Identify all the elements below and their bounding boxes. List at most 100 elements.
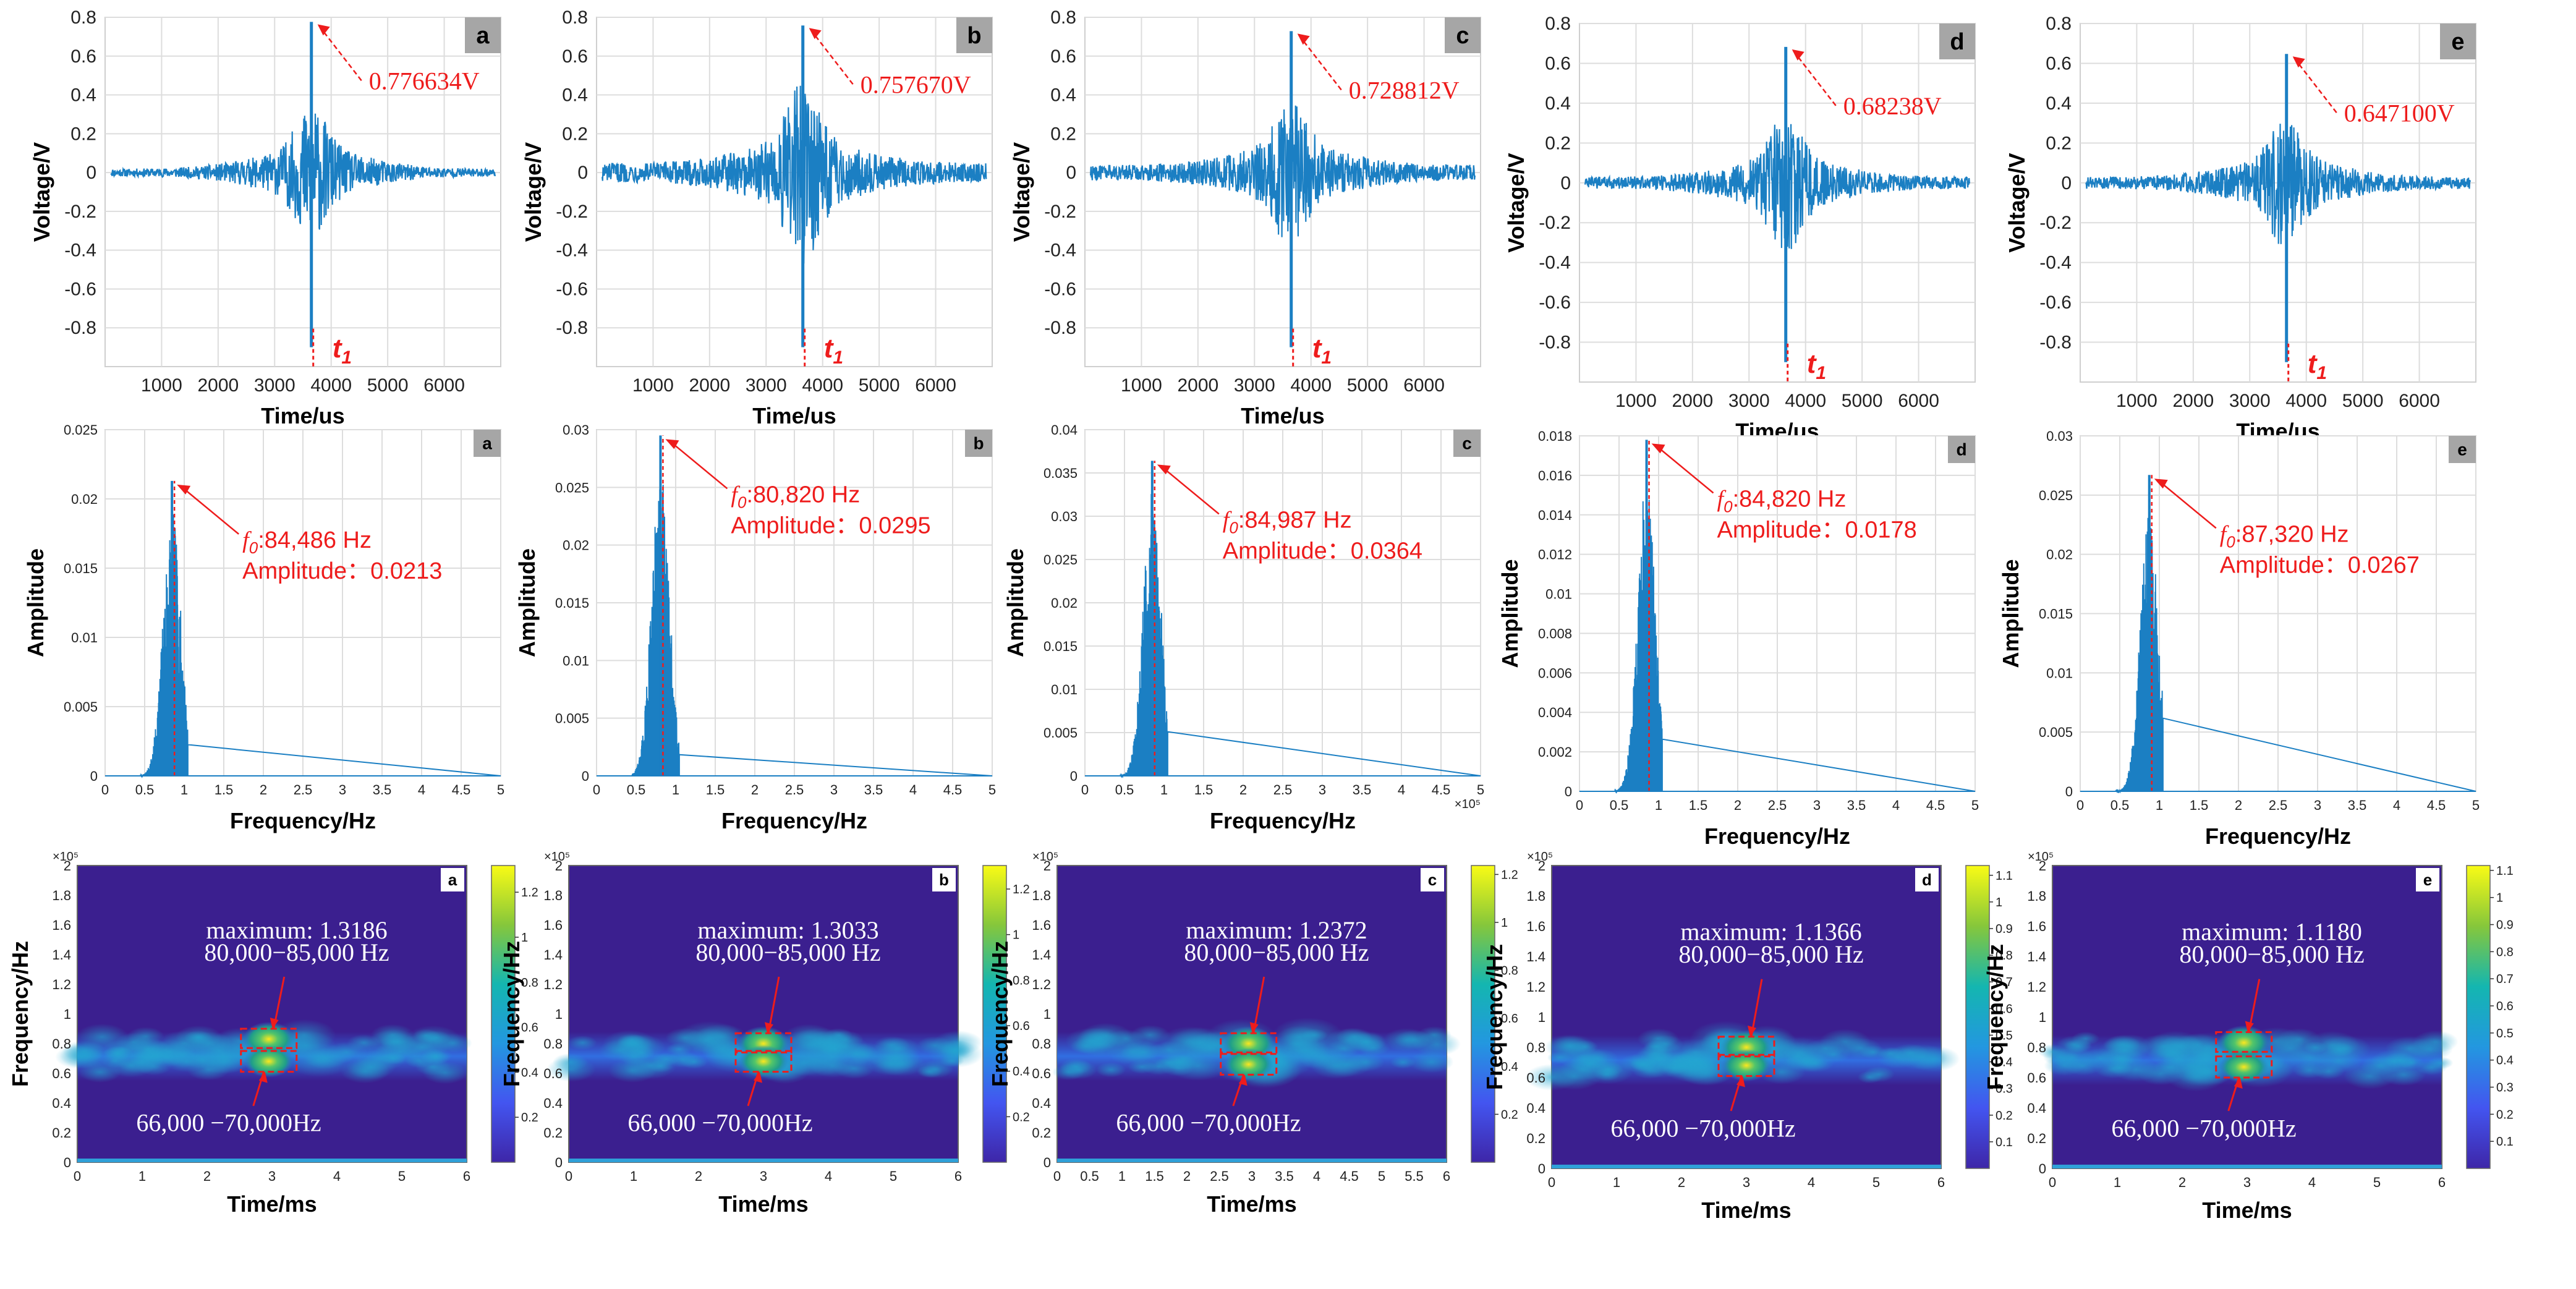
y-tick-label: -0.6	[2039, 292, 2072, 313]
band-blob	[939, 1054, 964, 1067]
colorbar-tick-label: 1.1	[2496, 864, 2514, 878]
x-axis-label: Time/ms	[2202, 1198, 2292, 1223]
x-tick-label: 4	[1808, 1175, 1815, 1190]
y-tick-label: 0.8	[543, 1036, 563, 1052]
peak-arrow	[2293, 57, 2337, 114]
band-arrowhead	[1249, 1022, 1259, 1034]
y-tick-label: 1.6	[543, 917, 563, 933]
spectrum-panel-c: 0 0.5 1 1.5 2 2.5 3 3.5 4 4.5 5 0 0.005 0.01 0.015 0.02…	[1003, 422, 1484, 833]
y-axis-label: Voltage/V	[2004, 153, 2030, 252]
y-axis-label: Voltage/V	[521, 142, 546, 242]
band-blob	[1095, 1062, 1126, 1078]
panel-letter: d	[1922, 870, 1932, 889]
x-tick-label: 4000	[1785, 391, 1826, 411]
peak-arrowhead	[809, 28, 822, 40]
waveform-panel-c: 1000 2000 3000 4000 5000 6000 -0.8 -0.6 -0.4 -0.2…	[1009, 7, 1481, 428]
band-blob	[1052, 1063, 1085, 1081]
x-axis-label: Frequency/Hz	[1704, 823, 1850, 849]
f0-arrow	[670, 441, 728, 490]
spectrogram-area	[1551, 865, 1942, 1169]
y-tick-label: 1	[1044, 1006, 1051, 1022]
x-tick-label: 5	[1971, 798, 1979, 813]
colorbar-tick-label: 1.1	[1996, 869, 2013, 883]
y-tick-label: 0.03	[1051, 509, 1078, 524]
y-tick-label: 0.025	[64, 422, 98, 438]
y-tick-label: -0.6	[556, 279, 588, 299]
x-axis-label: Time/ms	[227, 1191, 317, 1217]
band-blob	[682, 1028, 733, 1053]
y-tick-label: -0.4	[556, 240, 588, 261]
x-tick-label: 2.5	[785, 782, 804, 798]
colorbar-tick-label: 1	[1013, 929, 1019, 942]
peak-value-label: 0.776634V	[369, 67, 480, 95]
x-tick-label: 5	[890, 1168, 897, 1184]
y-tick-label: 0.005	[64, 699, 98, 715]
band-blob	[1390, 1055, 1416, 1069]
x-tick-label: 2.5	[1768, 798, 1787, 813]
hotspot-high-box	[2215, 1031, 2273, 1053]
y-tick-label: 0.6	[2027, 1070, 2046, 1086]
y-tick-label: 0.4	[543, 1095, 563, 1111]
waveform-panel-d: 1000 2000 3000 4000 5000 6000 -0.8 -0.6 -0.4 -0.2…	[1503, 14, 1976, 444]
low-frequency-strip	[77, 1159, 467, 1162]
y-tick-label: 1.4	[52, 947, 71, 963]
y-tick-label: 0.04	[1051, 422, 1078, 438]
colorbar-tick-label: 0.6	[1013, 1019, 1030, 1033]
x-tick-label: 4	[418, 782, 425, 798]
x-tick-label: 6000	[1898, 391, 1939, 411]
x-tick-label: 5	[1378, 1168, 1385, 1184]
y-tick-label: 0.015	[1044, 639, 1078, 654]
f0-arrow	[2158, 480, 2217, 529]
waveform-panel-b: 1000 2000 3000 4000 5000 6000 -0.8 -0.6 -0.4 -0.2…	[521, 7, 993, 428]
x-tick-label: 0	[1053, 1168, 1061, 1184]
colorbar-tick-label: 1.2	[1501, 868, 1518, 882]
x-axis-label: Frequency/Hz	[1210, 808, 1356, 833]
x-tick-label: 6	[1937, 1175, 1945, 1190]
colorbar	[982, 865, 1007, 1163]
spectrogram-area	[2052, 865, 2442, 1169]
x-tick-label: 4000	[1290, 375, 1332, 396]
x-axis-label: Frequency/Hz	[230, 808, 376, 833]
y-tick-label: 0.016	[1538, 468, 1572, 483]
x-tick-label: 0.5	[135, 782, 155, 798]
x-axis-label: Frequency/Hz	[721, 808, 867, 833]
y-tick-label: 0	[1070, 768, 1078, 784]
band-blob	[1325, 1028, 1373, 1052]
x-tick-label: 4.5	[2427, 798, 2446, 813]
panel-letter-box	[441, 868, 464, 891]
y-tick-label: 0.8	[2046, 14, 2072, 34]
x-tick-label: 0	[101, 782, 109, 798]
colorbar-tick-label: 0.5	[1996, 1029, 2013, 1042]
x-axis-label: Time/us	[261, 403, 344, 428]
band-blob	[422, 1061, 468, 1084]
y-tick-label: 0.01	[2046, 665, 2073, 681]
x-tick-label: 1.5	[1689, 798, 1708, 813]
band-blob	[1277, 1026, 1321, 1049]
band-blob	[1161, 1059, 1194, 1076]
y-tick-label: 0.01	[563, 653, 589, 668]
x-tick-label: 4	[2393, 798, 2400, 813]
panel-letter: a	[448, 870, 457, 889]
x-tick-label: 3.5	[1353, 782, 1372, 798]
low-band-label: 66,000 −70,000Hz	[136, 1109, 321, 1137]
band-blob	[1656, 1053, 1707, 1079]
band-blob	[2104, 1034, 2152, 1058]
band-blob	[1409, 1050, 1454, 1073]
f0-label: f0:87,320 Hz	[2220, 521, 2349, 551]
x-tick-label: 5000	[1842, 391, 1883, 411]
x-tick-label: 1	[630, 1168, 637, 1184]
x-tick-label: 2	[695, 1168, 702, 1184]
y-tick-label: 0.6	[1545, 53, 1571, 74]
x-tick-label: 3	[1248, 1168, 1256, 1184]
colorbar-tick-label: 0.2	[1501, 1108, 1518, 1121]
spectrogram-area	[77, 865, 467, 1163]
colorbar-tick-label: 0.2	[1996, 1109, 2013, 1123]
signal-trace	[1090, 99, 1476, 237]
t1-marker-label: t1	[824, 333, 843, 368]
x-tick-label: 6000	[2399, 391, 2440, 411]
x-exponent-label: ×10⁵	[1455, 798, 1481, 811]
x-tick-label: 5	[1872, 1175, 1880, 1190]
panel-letter-box	[2449, 436, 2476, 463]
